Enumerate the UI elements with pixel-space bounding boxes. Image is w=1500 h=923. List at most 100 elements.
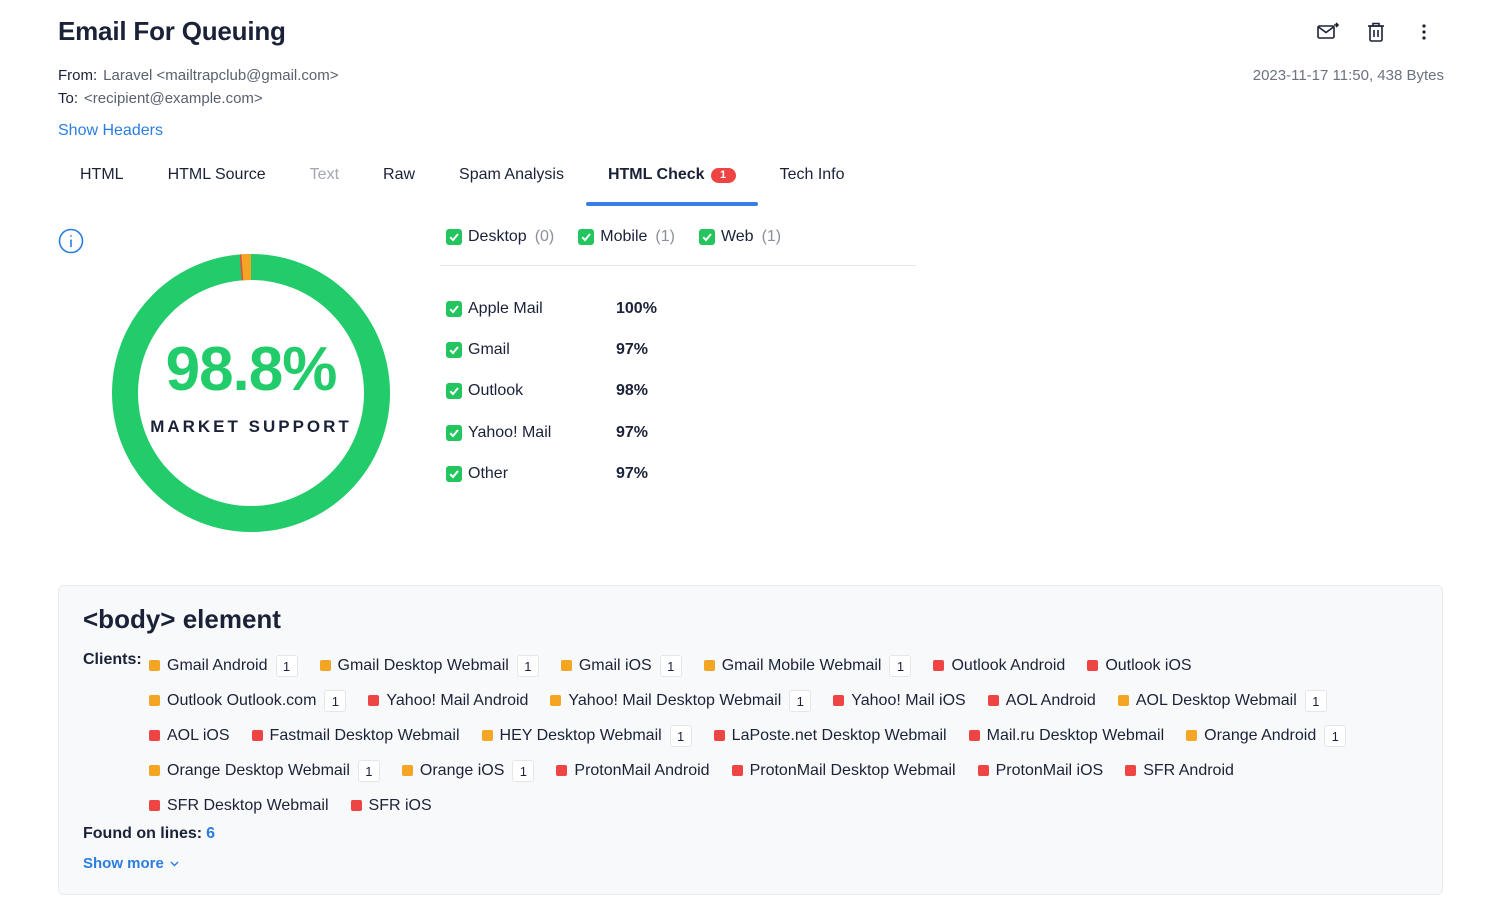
client-chip: Outlook iOS — [1087, 648, 1192, 683]
tab-html-source[interactable]: HTML Source — [146, 160, 288, 206]
client-percent: 97% — [616, 423, 649, 441]
filter-label: Web — [720, 228, 754, 245]
to-value: <recipient@example.com> — [84, 90, 263, 107]
chip-name: ProtonMail iOS — [995, 761, 1104, 779]
to-line: To: <recipient@example.com> — [58, 90, 263, 107]
tab-tech-info[interactable]: Tech Info — [758, 160, 867, 206]
client-checkbox[interactable] — [446, 342, 462, 359]
chip-count: 1 — [1324, 724, 1347, 747]
filter-count: (1) — [761, 228, 782, 245]
issue-panel: <body> element Clients: Gmail Android 1 Gm… — [58, 585, 1443, 895]
client-percent: 100% — [616, 299, 657, 317]
client-chip-list: Gmail Android 1 Gmail Desktop Webmail 1 Gmai… — [149, 648, 1419, 823]
client-chip: HEY Desktop Webmail 1 — [481, 718, 692, 753]
status-dot-icon — [1087, 660, 1099, 671]
client-chip: Outlook Android — [933, 648, 1065, 683]
tab-html[interactable]: HTML — [58, 160, 146, 206]
chip-name: AOL Android — [1005, 691, 1096, 709]
filter-count: (0) — [534, 228, 555, 245]
client-name: Yahoo! Mail — [468, 423, 552, 441]
client-chip: Gmail Mobile Webmail 1 — [703, 648, 912, 683]
chip-count: 1 — [275, 654, 298, 677]
chip-name: Yahoo! Mail iOS — [851, 691, 966, 709]
client-chip: SFR iOS — [350, 788, 432, 823]
show-headers-link[interactable]: Show Headers — [58, 122, 163, 139]
more-button[interactable] — [1412, 20, 1436, 44]
info-button[interactable] — [58, 228, 84, 254]
client-checkbox[interactable] — [446, 424, 462, 441]
found-value[interactable]: 6 — [206, 825, 215, 842]
client-row: Yahoo! Mail 97% — [446, 412, 657, 453]
chip-name: SFR Desktop Webmail — [167, 796, 329, 814]
status-dot-icon — [1117, 695, 1129, 706]
found-label: Found on lines: — [83, 825, 203, 842]
client-chip: Gmail iOS 1 — [560, 648, 682, 683]
status-dot-icon — [149, 730, 160, 741]
filter-mobile[interactable]: Mobile (1) — [578, 228, 675, 246]
client-chip: Gmail Desktop Webmail 1 — [319, 648, 539, 683]
tab-html-check[interactable]: HTML Check 1 — [585, 160, 758, 206]
message-actions — [1316, 20, 1436, 44]
chip-count: 1 — [324, 689, 347, 712]
tab-bar: HTML HTML Source Text Raw Spam Analysis HTML … — [58, 160, 867, 206]
chip-name: Outlook iOS — [1105, 656, 1192, 674]
chip-name: Orange Android — [1204, 726, 1317, 744]
tab-spam-analysis[interactable]: Spam Analysis — [437, 160, 586, 206]
chevron-down-icon — [170, 861, 179, 866]
client-checkbox[interactable] — [446, 466, 462, 483]
status-dot-icon — [977, 765, 989, 776]
filter-checkbox[interactable] — [698, 229, 715, 245]
from-line: From: Laravel <mailtrapclub@gmail.com> — [58, 67, 339, 84]
client-chip: Yahoo! Mail iOS — [833, 683, 966, 718]
client-row: Gmail 97% — [446, 329, 657, 370]
client-chip: SFR Desktop Webmail — [149, 788, 329, 823]
chip-name: Gmail Mobile Webmail — [721, 656, 882, 674]
chip-name: Gmail Desktop Webmail — [337, 656, 509, 674]
show-more-button[interactable]: Show more — [83, 855, 179, 872]
client-row: Other 97% — [446, 454, 657, 495]
forward-mail-icon — [1317, 22, 1340, 39]
tab-label: HTML — [80, 166, 124, 183]
issue-title: <body> element — [83, 604, 281, 634]
status-dot-icon — [149, 765, 160, 776]
client-chip: Fastmail Desktop Webmail — [251, 718, 460, 753]
tab-raw[interactable]: Raw — [361, 160, 437, 206]
status-dot-icon — [251, 730, 263, 741]
status-dot-icon — [149, 800, 160, 811]
client-chip: ProtonMail Android — [556, 753, 710, 788]
client-row: Apple Mail 100% — [446, 288, 657, 329]
tab-label: Raw — [383, 166, 416, 183]
chip-count: 1 — [669, 724, 692, 747]
from-label: From: — [58, 67, 98, 84]
filter-desktop[interactable]: Desktop (0) — [446, 228, 554, 246]
filter-checkbox[interactable] — [578, 229, 595, 245]
client-name: Gmail — [468, 341, 510, 359]
chip-name: Yahoo! Mail Android — [386, 691, 529, 709]
chip-name: SFR iOS — [368, 796, 432, 814]
status-dot-icon — [703, 660, 715, 671]
filter-web[interactable]: Web (1) — [698, 228, 782, 246]
tab-badge: 1 — [710, 168, 736, 183]
chip-count: 1 — [357, 759, 380, 782]
forward-mail-button[interactable] — [1316, 20, 1340, 44]
chip-name: Orange iOS — [419, 761, 505, 779]
client-percent: 97% — [616, 465, 649, 483]
filter-checkbox[interactable] — [446, 229, 462, 245]
filter-label: Mobile — [600, 228, 648, 245]
client-percent: 97% — [616, 341, 649, 359]
to-label: To: — [58, 90, 79, 107]
chip-name: HEY Desktop Webmail — [499, 726, 662, 744]
status-dot-icon — [149, 660, 160, 671]
tab-label: Tech Info — [779, 166, 845, 183]
client-chip: Orange iOS 1 — [401, 753, 535, 788]
client-checkbox[interactable] — [446, 383, 462, 400]
chip-count: 1 — [659, 654, 682, 677]
client-chip: Orange Android 1 — [1186, 718, 1347, 753]
clients-label: Clients: — [83, 651, 142, 668]
chip-name: Mail.ru Desktop Webmail — [986, 726, 1165, 744]
chip-name: AOL iOS — [167, 726, 230, 744]
delete-button[interactable] — [1364, 20, 1388, 44]
client-checkbox[interactable] — [446, 300, 462, 317]
more-vertical-icon — [1422, 24, 1426, 40]
client-chip: Orange Desktop Webmail 1 — [149, 753, 380, 788]
